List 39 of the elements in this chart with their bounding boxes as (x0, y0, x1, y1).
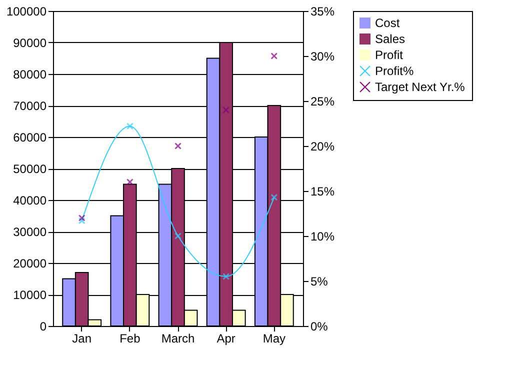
y2-tick-label: 20% (310, 140, 335, 154)
legend-label: Profit% (375, 64, 414, 78)
y-tick-label: 70000 (13, 99, 47, 113)
legend-label: Cost (375, 16, 400, 30)
y-tick-label: 0 (40, 320, 47, 334)
legend-label: Target Next Yr.% (375, 80, 466, 94)
y-tick-label: 40000 (13, 194, 47, 208)
x-tick-label: May (262, 332, 286, 346)
y-tick-label: 80000 (13, 68, 47, 82)
y2-tick-label: 30% (310, 50, 335, 64)
y-tick-label: 30000 (13, 225, 47, 239)
point (174, 142, 182, 150)
y2-tick-label: 15% (310, 184, 335, 198)
point (174, 232, 182, 240)
point (270, 194, 278, 201)
legend-label: Sales (375, 32, 406, 46)
y-tick-label: 90000 (13, 36, 47, 50)
point (126, 178, 134, 186)
point (270, 52, 278, 60)
y-tick-label: 10000 (13, 288, 47, 302)
y2-tick-label: 35% (310, 4, 335, 18)
legend-label: Profit (375, 48, 404, 62)
y2-tick-label: 10% (310, 230, 335, 244)
point (222, 273, 230, 280)
x-tick-label: Jan (72, 332, 92, 346)
point (222, 106, 230, 114)
y2-tick-label: 0% (310, 320, 328, 334)
y-tick-label: 60000 (13, 130, 47, 144)
point (126, 122, 134, 130)
y-tick-label: 20000 (13, 256, 47, 270)
point (78, 217, 86, 224)
y2-tick-label: 25% (310, 94, 335, 108)
x-tick-label: March (161, 332, 195, 346)
y-tick-label: 100000 (6, 4, 47, 18)
y-tick-label: 50000 (13, 162, 47, 176)
y2-tick-label: 5% (310, 274, 328, 288)
x-tick-label: Feb (120, 332, 141, 346)
x-tick-label: Apr (216, 332, 236, 346)
point (78, 214, 86, 222)
